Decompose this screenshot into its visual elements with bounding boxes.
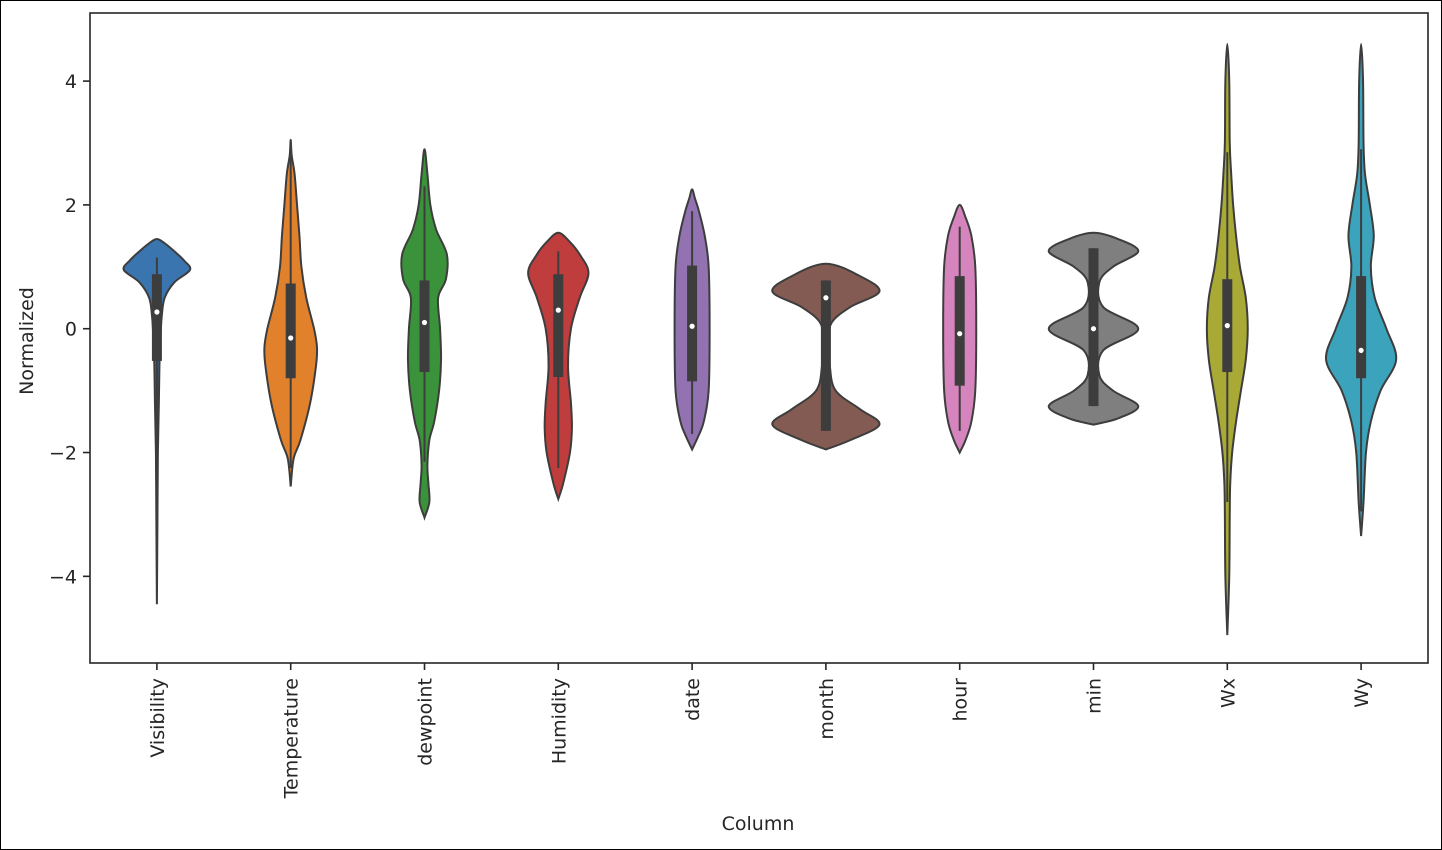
violins-layer	[122, 42, 1398, 636]
violin-median-dot	[154, 309, 160, 315]
violin-iqr-box	[687, 265, 698, 382]
x-tick-label-wx: Wx	[1217, 678, 1239, 708]
violin-iqr-box	[1356, 276, 1367, 379]
x-axis-label: Column	[722, 813, 795, 835]
violin-median-dot	[823, 295, 829, 301]
y-tick-label: 0	[65, 319, 77, 341]
violin-iqr-box	[285, 283, 296, 379]
y-tick-label: 2	[65, 195, 77, 217]
x-axis: Visibility Temperature dewpoint Humidity dat…	[147, 663, 1373, 799]
x-tick-label-hour: hour	[950, 678, 972, 722]
y-tick-label: −2	[49, 443, 77, 465]
x-tick-label-wy: Wy	[1351, 678, 1373, 708]
y-axis-label: Normalized	[16, 287, 38, 395]
violin-median-dot	[1090, 326, 1097, 332]
violin-date	[673, 188, 711, 452]
plot-area-border	[89, 12, 1429, 664]
violin-dewpoint	[400, 148, 449, 521]
violin-month	[771, 262, 881, 451]
violin-wx	[1205, 42, 1249, 636]
violin-temperature	[263, 138, 319, 487]
violin-median-dot	[555, 307, 561, 313]
y-axis: −4 −2 0 2 4	[49, 71, 90, 588]
violin-visibility	[122, 237, 192, 605]
x-tick-label-visibility: Visibility	[147, 678, 169, 758]
violin-median-dot	[957, 331, 963, 337]
violin-min	[1047, 231, 1140, 426]
violin-iqr-box	[553, 274, 564, 377]
violin-median-dot	[288, 335, 294, 341]
violin-wy	[1325, 42, 1398, 537]
violin-median-dot	[1224, 323, 1230, 329]
x-tick-label-temperature: Temperature	[281, 678, 303, 799]
violin-median-dot	[1358, 347, 1364, 353]
violin-iqr-box	[151, 274, 162, 361]
violin-hour	[942, 203, 978, 455]
x-tick-label-date: date	[682, 678, 704, 721]
violin-iqr-box	[954, 276, 965, 386]
violin-humidity	[527, 231, 590, 503]
y-tick-label: −4	[49, 566, 77, 588]
x-tick-label-humidity: Humidity	[548, 678, 570, 764]
violin-iqr-box	[419, 280, 430, 373]
violin-median-dot	[421, 319, 428, 326]
x-tick-label-min: min	[1084, 678, 1106, 714]
y-tick-label: 4	[65, 71, 77, 93]
violin-median-dot	[689, 323, 695, 329]
violin-iqr-box	[820, 280, 831, 431]
x-tick-label-dewpoint: dewpoint	[415, 678, 437, 766]
x-tick-label-month: month	[816, 678, 838, 740]
